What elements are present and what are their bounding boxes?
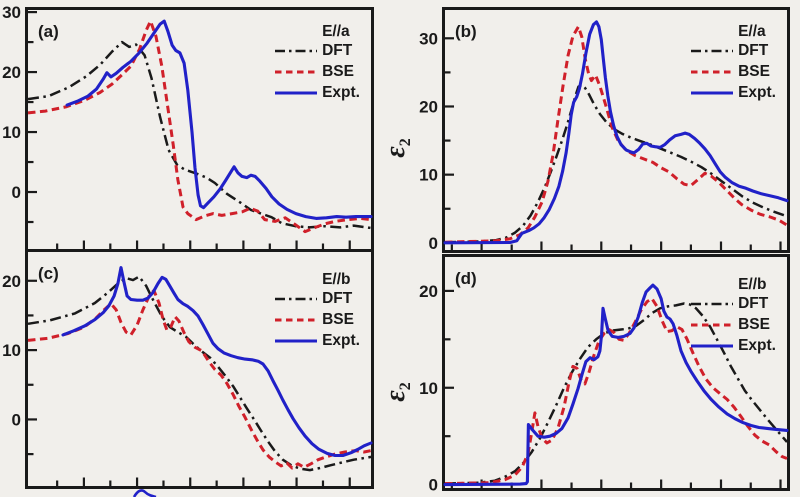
bse-line-sample-icon <box>691 70 734 74</box>
legend-label-expt: Expt. <box>738 84 776 101</box>
y-axis-label-epsilon2-d: ε2 <box>380 382 414 402</box>
panel-d-plot: 20 10 0 <box>419 282 789 495</box>
legend-label-bse: BSE <box>322 63 354 80</box>
legend-label-dft: DFT <box>322 42 353 59</box>
legend-item-expt: Expt. <box>689 83 776 103</box>
legend-item-dft: DFT <box>273 289 360 309</box>
panel-a-label: (a) <box>38 22 59 41</box>
legend-title: E//a <box>738 23 766 40</box>
legend-label-expt: Expt. <box>322 332 360 349</box>
legend-item-expt: Expt. <box>689 336 776 356</box>
legend-item-bse: BSE <box>689 315 776 335</box>
panel-a-legend: E//a DFT BSE Expt. <box>273 23 360 103</box>
bse-line-sample-icon <box>275 70 318 74</box>
y-tick-label: 20 <box>2 272 21 291</box>
y-tick-label: 20 <box>2 63 21 82</box>
y-tick-label: 0 <box>12 410 21 429</box>
expt-line-sample-icon <box>275 339 318 343</box>
y-tick-label: 10 <box>419 166 438 185</box>
legend-label-expt: Expt. <box>738 337 776 354</box>
curve-dft <box>27 275 372 472</box>
expt-line-sample-icon <box>691 344 734 348</box>
legend-label-expt: Expt. <box>322 84 360 101</box>
dft-line-sample-icon <box>691 49 734 53</box>
legend-item-dft: DFT <box>273 41 360 61</box>
bse-line-sample-icon <box>691 323 734 327</box>
curve-expt <box>443 20 789 245</box>
dft-line-sample-icon <box>275 297 318 301</box>
panel-b-legend: E//a DFT BSE Expt. <box>689 23 776 103</box>
panel-c-plot: 20 10 0 <box>2 266 373 486</box>
y-axis-label-epsilon2-b: ε2 <box>380 138 414 158</box>
dft-line-sample-icon <box>691 302 734 306</box>
panel-b-label: (b) <box>455 22 477 41</box>
legend-title: E//a <box>322 23 350 40</box>
bse-line-sample-icon <box>275 318 318 322</box>
legend-label-dft: DFT <box>322 290 353 307</box>
panel-d: 20 10 0 (d) E//b DFT BSE Expt. <box>419 254 790 495</box>
legend-item-dft: DFT <box>689 41 776 61</box>
panel-d-legend: E//b DFT BSE Expt. <box>689 276 776 356</box>
curve-dft <box>444 302 788 485</box>
y-tick-label: 10 <box>2 341 21 360</box>
dft-line-sample-icon <box>275 49 318 53</box>
y-tick-label: 0 <box>12 183 21 202</box>
y-tick-label: 20 <box>419 97 438 116</box>
legend-item-bse: BSE <box>273 310 360 330</box>
legend-item-expt: Expt. <box>273 331 360 351</box>
curve-expt <box>443 283 789 487</box>
legend-label-bse: BSE <box>738 63 770 80</box>
legend-label-bse: BSE <box>322 311 354 328</box>
panel-d-label: (d) <box>455 269 477 288</box>
legend-item-bse: BSE <box>689 62 776 82</box>
curve-expt <box>61 266 373 458</box>
legend-item-expt: Expt. <box>273 83 360 103</box>
y-tick-label: 0 <box>429 476 438 495</box>
y-tick-label: 0 <box>429 234 438 253</box>
legend-label-dft: DFT <box>738 295 769 312</box>
panel-c: 20 10 0 (c) E//b DFT BSE Expt. <box>2 249 374 489</box>
panel-c-legend: E//b DFT BSE Expt. <box>273 271 360 351</box>
y-tick-label: 10 <box>419 379 438 398</box>
panel-b-plot: 30 20 10 0 <box>419 20 789 253</box>
y-tick-label: 10 <box>2 123 21 142</box>
legend-label-dft: DFT <box>738 42 769 59</box>
legend-item-bse: BSE <box>273 62 360 82</box>
curve-bse <box>27 289 372 470</box>
cropped-blue-curve-fragment <box>132 489 157 497</box>
panel-a: 30 20 10 0 (a) E//a DFT BSE Expt. <box>2 3 374 252</box>
panel-c-label: (c) <box>38 264 59 283</box>
y-tick-label: 20 <box>419 282 438 301</box>
y-tick-label: 30 <box>2 3 21 22</box>
panel-b: 30 20 10 0 (b) E//a DFT BSE Expt. <box>419 7 790 253</box>
expt-line-sample-icon <box>691 91 734 95</box>
legend-title: E//b <box>322 271 351 288</box>
legend-label-bse: BSE <box>738 316 770 333</box>
legend-title: E//b <box>738 276 767 293</box>
panel-a-plot: 30 20 10 0 <box>2 3 373 249</box>
curve-dft <box>27 40 372 230</box>
curve-expt <box>65 19 373 220</box>
curve-bse <box>27 19 372 234</box>
legend-item-dft: DFT <box>689 294 776 314</box>
y-tick-label: 30 <box>419 29 438 48</box>
expt-line-sample-icon <box>275 91 318 95</box>
curve-dft <box>444 83 788 244</box>
